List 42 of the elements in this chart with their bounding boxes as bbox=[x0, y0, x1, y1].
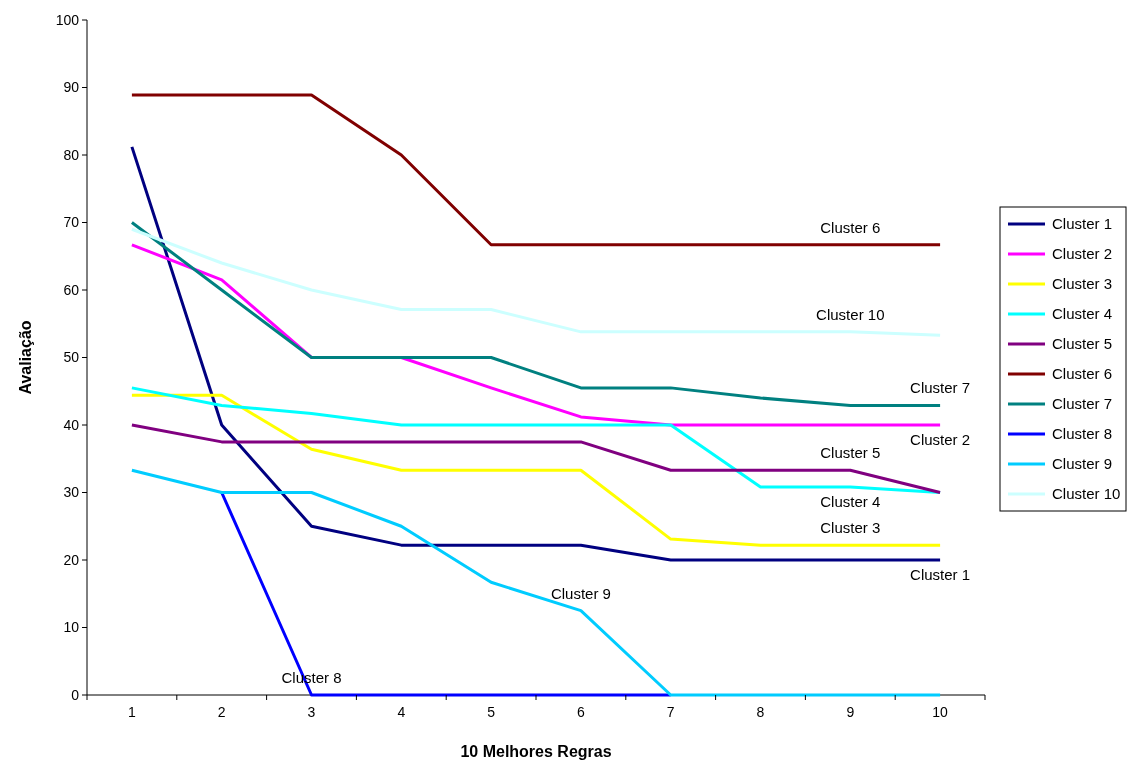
y-tick-label: 90 bbox=[63, 79, 80, 96]
annotation: Cluster 5 bbox=[820, 444, 881, 462]
y-tick-label: 0 bbox=[71, 686, 80, 703]
x-tick-label: 3 bbox=[307, 704, 316, 720]
y-tick-label: 100 bbox=[55, 11, 80, 28]
y-tick-label: 50 bbox=[63, 349, 80, 366]
x-tick-label: 5 bbox=[487, 704, 496, 720]
y-tick-label: 10 bbox=[63, 619, 80, 636]
x-tick-label: 10 bbox=[932, 704, 949, 720]
y-tick-label: 60 bbox=[63, 281, 80, 298]
y-axis-title: Avaliação bbox=[17, 320, 34, 395]
y-tick-label: 30 bbox=[63, 484, 80, 501]
legend-label: Cluster 5 bbox=[1052, 335, 1113, 353]
x-tick-label: 4 bbox=[397, 704, 406, 720]
legend-label: Cluster 1 bbox=[1052, 215, 1113, 233]
annotation: Cluster 10 bbox=[816, 305, 885, 323]
annotation: Cluster 2 bbox=[910, 431, 971, 448]
annotation: Cluster 9 bbox=[550, 584, 611, 602]
x-tick-label: 6 bbox=[577, 704, 585, 720]
legend-label: Cluster 9 bbox=[1052, 455, 1113, 473]
legend-label: Cluster 4 bbox=[1052, 305, 1113, 323]
annotation: Cluster 4 bbox=[820, 493, 881, 511]
legend-label: Cluster 10 bbox=[1052, 485, 1121, 503]
legend-label: Cluster 8 bbox=[1052, 425, 1113, 443]
annotation: Cluster 3 bbox=[820, 519, 881, 537]
legend-label: Cluster 6 bbox=[1052, 365, 1113, 383]
y-tick-label: 20 bbox=[63, 551, 80, 568]
x-axis-title: 10 Melhores Regras bbox=[460, 743, 612, 760]
x-tick-label: 8 bbox=[756, 704, 765, 720]
annotation: Cluster 7 bbox=[910, 379, 971, 397]
legend-label: Cluster 7 bbox=[1052, 395, 1113, 413]
x-tick-label: 2 bbox=[217, 704, 226, 720]
legend-label: Cluster 2 bbox=[1052, 245, 1113, 263]
y-tick-label: 80 bbox=[63, 146, 80, 163]
legend-label: Cluster 3 bbox=[1052, 275, 1113, 293]
y-tick-label: 70 bbox=[63, 214, 80, 231]
x-tick-label: 7 bbox=[666, 704, 675, 720]
y-tick-label: 40 bbox=[63, 416, 80, 433]
x-tick-label: 1 bbox=[128, 704, 136, 720]
annotation: Cluster 6 bbox=[820, 218, 881, 236]
x-tick-label: 9 bbox=[846, 704, 855, 720]
annotation: Cluster 1 bbox=[910, 566, 971, 583]
